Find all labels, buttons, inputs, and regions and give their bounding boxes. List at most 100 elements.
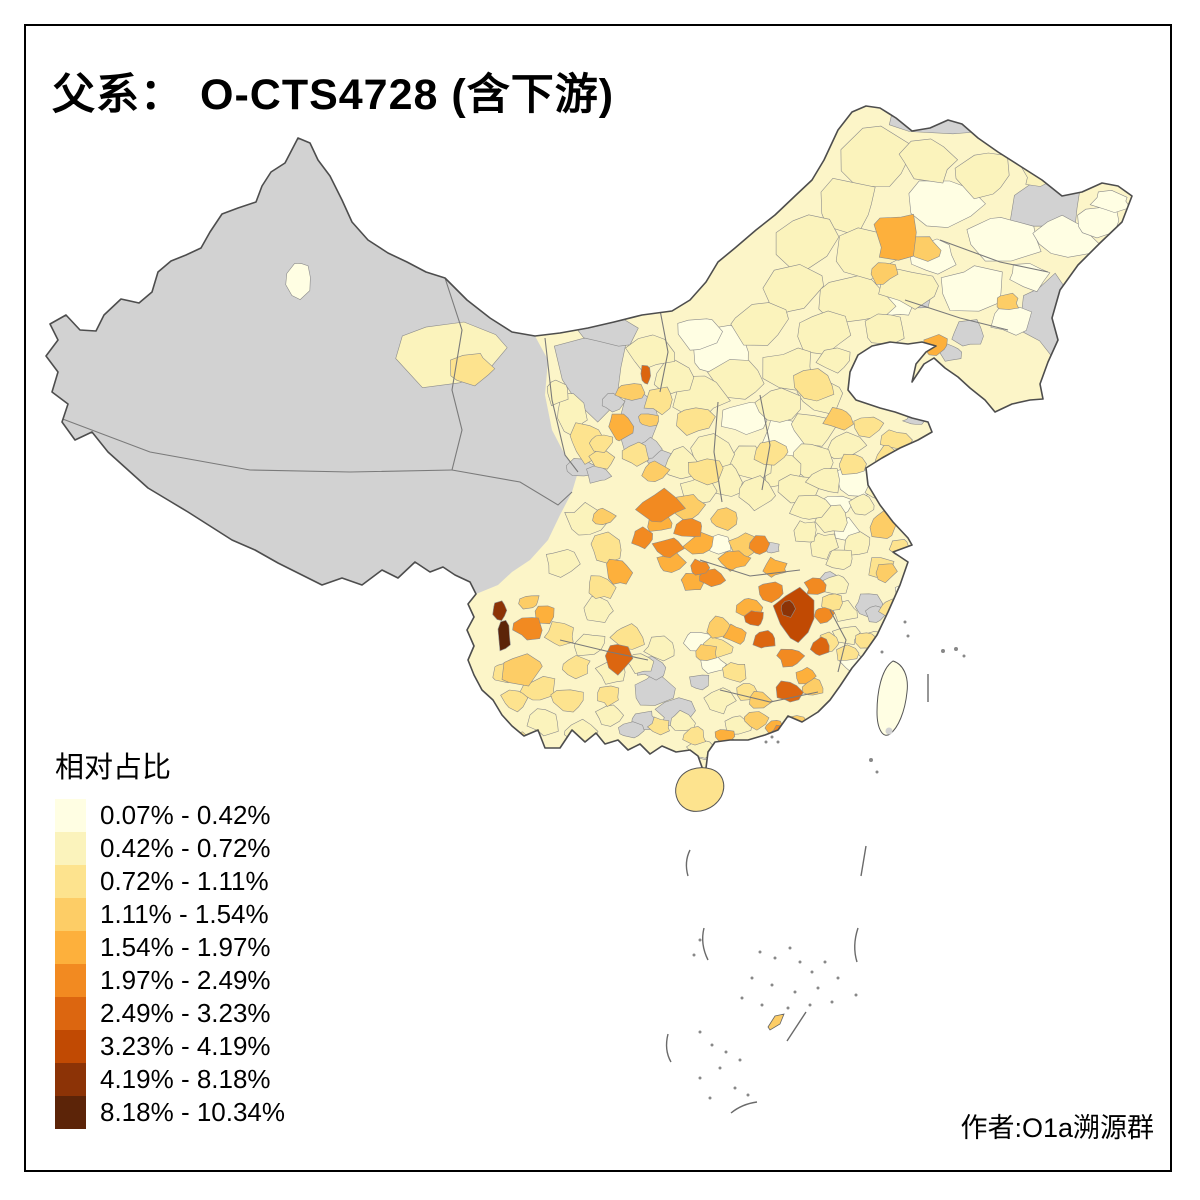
legend-item: 4.19% - 8.18% [55, 1063, 285, 1096]
prefecture-region [825, 549, 853, 570]
prefecture-region [848, 493, 875, 516]
legend-swatch [55, 1030, 86, 1063]
south-sea-islet [767, 1013, 785, 1031]
prefecture-region [643, 635, 675, 662]
prefecture-region [497, 619, 511, 652]
prefecture-region [651, 537, 685, 558]
legend-range-label: 4.19% - 8.18% [100, 1064, 271, 1094]
prefecture-region [810, 532, 839, 560]
prefecture-region [951, 319, 984, 347]
prefecture-region [780, 600, 796, 618]
prefecture-region [954, 152, 1010, 200]
prefecture-region [512, 617, 543, 641]
prefecture-region [864, 313, 905, 346]
prefecture-region [545, 549, 581, 578]
prefecture-region [815, 347, 851, 374]
prefecture-region [722, 623, 747, 645]
legend-swatch [55, 832, 86, 865]
prefecture-region [501, 653, 543, 687]
legend-item: 0.42% - 0.72% [55, 832, 285, 865]
prefecture-region [722, 662, 747, 683]
prefecture-region [526, 708, 559, 737]
legend-swatch [55, 931, 86, 964]
legend: 相对占比 0.07% - 0.42% 0.42% - 0.72% 0.72% - 1… [55, 744, 285, 1129]
legend-swatch [55, 997, 86, 1030]
small-islands [692, 620, 966, 1100]
prefecture-region [673, 518, 702, 537]
prefecture-region [682, 531, 714, 555]
legend-item: 1.97% - 2.49% [55, 964, 285, 997]
prefecture-region [583, 596, 614, 623]
prefecture-region [450, 353, 496, 387]
province-borders [59, 239, 1049, 703]
prefecture-region [787, 735, 811, 750]
prefecture-region [825, 431, 868, 460]
prefecture-region [898, 138, 959, 184]
legend-item: 1.11% - 1.54% [55, 898, 285, 931]
prefecture-region [682, 726, 707, 746]
legend-swatch [55, 865, 86, 898]
prefecture-region [821, 593, 843, 612]
prefecture-region [641, 460, 671, 483]
prefecture-region [804, 468, 840, 494]
prefecture-region [285, 262, 311, 300]
prefecture-region [754, 387, 801, 423]
prefecture-region [638, 413, 659, 427]
title-haplogroup-code: O-CTS4728 (含下游) [200, 71, 615, 119]
prefecture-region [743, 610, 764, 627]
prefecture-region [621, 441, 650, 467]
prefecture-region [631, 526, 653, 550]
legend-swatch [55, 1096, 86, 1129]
prefecture-region [597, 685, 620, 707]
prefecture-region [748, 737, 771, 757]
prefecture-region [721, 402, 768, 435]
taiwan-tip-nodata [885, 727, 893, 735]
prefecture-region [640, 364, 651, 385]
prefecture-region [717, 550, 752, 572]
legend-item: 0.72% - 1.11% [55, 865, 285, 898]
prefecture-region [534, 605, 555, 625]
prefecture-region [762, 264, 824, 320]
prefecture-region [966, 217, 1042, 262]
prefecture-cells [285, 106, 1131, 760]
prefecture-region [643, 386, 673, 416]
legend-range-label: 2.49% - 3.23% [100, 998, 271, 1028]
prefecture-region [703, 687, 737, 715]
prefecture-region [614, 383, 646, 401]
legend-swatch [55, 799, 86, 832]
no-data-region-west [46, 138, 578, 594]
prefecture-region [996, 292, 1019, 310]
legend-item: 2.49% - 3.23% [55, 997, 285, 1030]
prefecture-region [500, 689, 529, 713]
legend-rows: 0.07% - 0.42% 0.42% - 0.72% 0.72% - 1.11% 1… [55, 799, 285, 1129]
taiwan-island [876, 660, 908, 736]
prefecture-region [772, 586, 815, 643]
prefecture-region [588, 434, 614, 453]
prefecture-region [795, 666, 817, 685]
prefecture-region [785, 715, 808, 729]
prefecture-region [840, 125, 914, 187]
prefecture-region [870, 262, 899, 285]
prefecture-region [573, 633, 606, 657]
legend-item: 0.07% - 0.42% [55, 799, 285, 832]
title-prefix: 父系： [52, 71, 184, 119]
prefecture-region [710, 507, 738, 531]
prefecture-region [822, 407, 854, 431]
prefecture-region [843, 531, 871, 556]
page-title: 父系： O-CTS4728 (含下游) [52, 60, 614, 122]
prefecture-region [676, 407, 716, 436]
legend-title: 相对占比 [55, 752, 172, 784]
prefecture-region [789, 494, 832, 520]
prefecture-region [888, 106, 985, 135]
prefecture-region [839, 453, 867, 475]
legend-range-label: 3.23% - 4.19% [100, 1031, 271, 1061]
legend-range-label: 0.42% - 0.72% [100, 833, 271, 863]
national-border [45, 105, 1133, 771]
prefecture-region [793, 520, 817, 543]
prefecture-region [609, 623, 645, 650]
prefecture-region [608, 413, 635, 442]
prefecture-region [592, 507, 617, 526]
prefecture-region [606, 558, 634, 585]
